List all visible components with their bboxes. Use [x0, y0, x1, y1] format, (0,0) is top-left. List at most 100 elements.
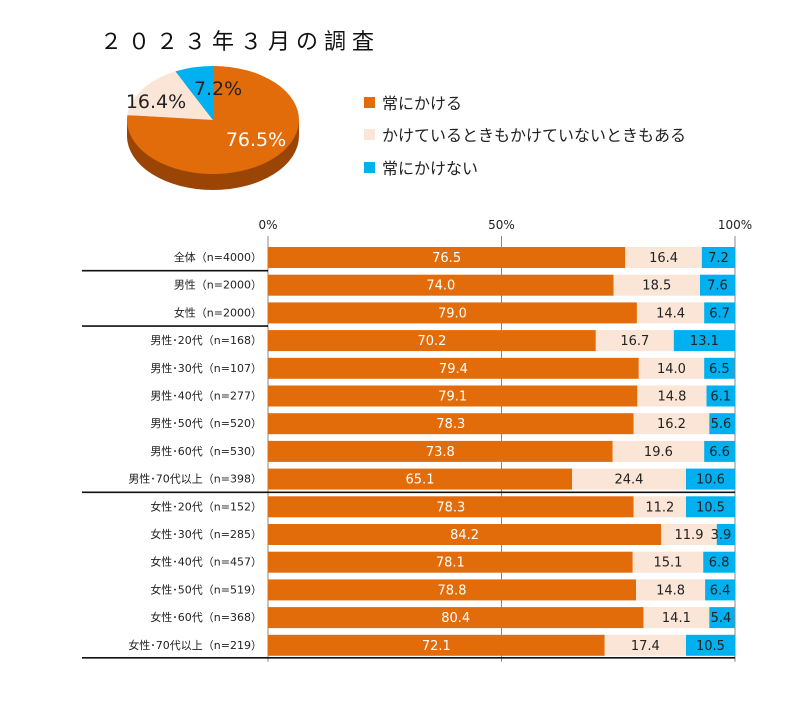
bar-segment: [268, 302, 637, 324]
bar-value-label: 16.4: [649, 251, 678, 266]
bar-segment: [268, 274, 614, 296]
category-label: 女性･50代（n=519）: [150, 582, 262, 596]
bar-segment: [709, 413, 735, 435]
legend-label: 常にかける: [382, 94, 462, 113]
bar-segment: [572, 468, 686, 490]
pie-label: 76.5%: [226, 129, 286, 151]
bar-segment: [268, 468, 573, 490]
category-label: 男性･30代（n=107）: [150, 361, 262, 375]
bar-segment: [268, 440, 613, 462]
bar-value-label: 6.7: [709, 306, 730, 321]
bar-value-label: 6.4: [710, 583, 731, 598]
bar-segment: [268, 330, 596, 352]
bar-value-label: 11.2: [645, 500, 674, 515]
bar-value-label: 18.5: [642, 279, 671, 294]
bar-segment: [636, 302, 705, 324]
bar-segment: [268, 247, 626, 268]
bar-segment: [268, 634, 605, 656]
bar-segment: [268, 524, 662, 545]
bar-segment: [637, 385, 707, 407]
pie-label: 7.2%: [194, 78, 242, 100]
bar-segment: [661, 524, 717, 545]
category-label: 男性（n=2000）: [174, 278, 262, 292]
bar-segment: [673, 330, 735, 352]
bar-segment: [706, 385, 735, 407]
bar-segment: [704, 357, 735, 379]
category-label: 男性･50代（n=520）: [150, 416, 262, 430]
category-label: 女性･60代（n=368）: [150, 610, 262, 624]
legend-swatch: [364, 129, 375, 140]
bar-value-label: 79.4: [439, 362, 468, 377]
bar-value-label: 6.5: [709, 362, 730, 377]
bar-value-label: 7.2: [708, 251, 729, 266]
bar-segment: [699, 274, 735, 296]
bar-segment: [613, 274, 700, 296]
bar-value-label: 79.0: [438, 306, 467, 321]
bar-value-label: 14.0: [657, 362, 686, 377]
category-label: 女性･70代以上（n=219）: [128, 638, 262, 652]
bar-segment: [268, 413, 634, 435]
bar-segment: [268, 357, 639, 379]
x-tick-label: 100%: [718, 218, 752, 232]
bar-value-label: 16.7: [620, 334, 649, 349]
bar-segment: [703, 551, 735, 573]
category-label: 女性･30代（n=285）: [150, 527, 262, 541]
bar-value-label: 10.6: [696, 473, 725, 488]
bar-value-label: 65.1: [406, 473, 435, 488]
bar-value-label: 14.4: [656, 306, 685, 321]
bar-value-label: 5.6: [711, 417, 732, 432]
bar-segment: [638, 357, 705, 379]
pie-slice: [127, 66, 300, 174]
bar-value-label: 24.4: [615, 473, 644, 488]
bar-segment: [643, 607, 710, 629]
category-label: 女性（n=2000）: [174, 305, 262, 319]
x-tick-label: 50%: [488, 218, 515, 232]
bar-segment: [685, 468, 735, 490]
category-label: 男性･40代（n=277）: [150, 389, 262, 403]
bar-value-label: 78.8: [438, 583, 467, 598]
bar-segment: [633, 413, 710, 435]
bar-value-label: 17.4: [631, 639, 660, 654]
legend-swatch: [364, 162, 375, 173]
bar-segment: [709, 607, 735, 629]
bar-value-label: 84.2: [450, 528, 479, 543]
bar-value-label: 70.2: [417, 334, 446, 349]
bar-segment: [632, 551, 704, 573]
bar-segment: [705, 579, 735, 601]
bar-value-label: 14.8: [656, 583, 685, 598]
bar-segment: [268, 607, 644, 629]
bar-value-label: 80.4: [441, 611, 470, 626]
x-tick-label: 0%: [258, 218, 277, 232]
bar-value-label: 14.8: [657, 390, 686, 405]
category-label: 全体（n=4000）: [174, 250, 262, 264]
bar-value-label: 74.0: [426, 279, 455, 294]
bar-value-label: 6.6: [709, 445, 730, 460]
category-label: 女性･20代（n=152）: [150, 499, 262, 513]
bar-segment: [716, 524, 735, 545]
bar-value-label: 10.5: [696, 639, 725, 654]
category-label: 男性･60代（n=530）: [150, 444, 262, 458]
bar-value-label: 6.1: [710, 390, 731, 405]
bar-segment: [612, 440, 705, 462]
pie-title: ２０２３年３月の調査: [100, 30, 381, 55]
bar-segment: [635, 579, 706, 601]
bar-value-label: 10.5: [696, 500, 725, 515]
category-label: 女性･40代（n=457）: [150, 555, 262, 569]
category-label: 男性･20代（n=168）: [150, 333, 262, 347]
bar-segment: [701, 247, 735, 268]
legend-label: かけているときもかけていないときもある: [382, 126, 686, 145]
bar-segment: [268, 496, 634, 518]
pie-slice: [127, 71, 213, 120]
bar-segment: [633, 496, 686, 518]
bar-value-label: 78.3: [436, 417, 465, 432]
bar-segment: [625, 247, 702, 268]
bar-segment: [268, 579, 636, 601]
bar-segment: [268, 385, 638, 407]
bar-value-label: 78.1: [436, 556, 465, 571]
bar-value-label: 3.9: [711, 528, 732, 543]
bar-segment: [704, 302, 735, 324]
pie-label: 16.4%: [126, 91, 186, 113]
bar-value-label: 19.6: [644, 445, 673, 460]
